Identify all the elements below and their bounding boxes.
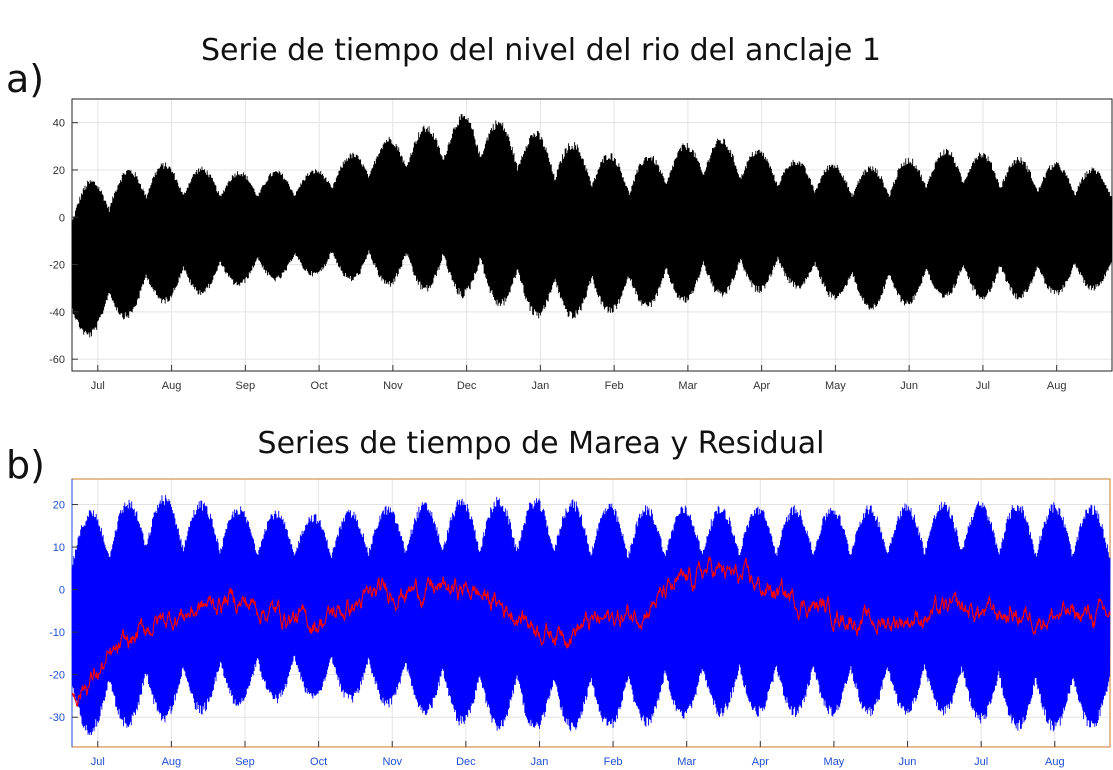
y-tick-label: 0 (59, 585, 65, 597)
y-tick-label: 40 (53, 118, 65, 130)
panel-b-residual-series (71, 556, 1111, 708)
y-tick-label: -20 (49, 670, 65, 682)
panel-b-tide-series (71, 495, 1111, 736)
x-tick-label: Oct (310, 756, 327, 768)
x-tick-label: Feb (605, 380, 624, 392)
x-tick-label: Sep (236, 380, 256, 392)
panel-b-y-ticks: -30 -20 -10 0 10 20 (49, 500, 78, 724)
panel-b-title: Series de tiempo de Marea y Residual (258, 426, 825, 461)
x-tick-label: Mar (678, 380, 697, 392)
x-tick-label: Apr (752, 756, 769, 768)
x-tick-label: Jul (91, 756, 105, 768)
y-tick-label: -10 (49, 627, 65, 639)
panel-b: b) Series de tiempo de Marea y Residual … (6, 426, 1111, 768)
x-tick-label: Apr (753, 380, 770, 392)
y-tick-label: -60 (49, 354, 65, 366)
x-tick-label: Nov (383, 380, 403, 392)
panel-a-label: a) (6, 57, 44, 101)
x-tick-label: Dec (456, 756, 476, 768)
x-tick-label: May (824, 756, 845, 768)
x-tick-label: Aug (1045, 756, 1065, 768)
panel-a-x-ticks: Jul Aug Sep Oct Nov Dec Jan Feb Mar Apr May Jun Jul A… (91, 365, 1067, 392)
panel-a: a) Serie de tiempo del nivel del rio del… (6, 33, 1113, 392)
x-tick-label: Jun (899, 756, 917, 768)
y-tick-label: 0 (59, 212, 65, 224)
panel-a-river-level-series (71, 114, 1113, 338)
x-tick-label: Jan (531, 756, 549, 768)
y-tick-label: -40 (49, 307, 65, 319)
y-tick-label: 20 (53, 165, 65, 177)
x-tick-label: Aug (162, 380, 182, 392)
y-tick-label: 20 (53, 500, 65, 512)
panel-b-x-ticks: Jul Aug Sep Oct Nov Dec Jan Feb Mar Apr May Jun Jul A… (91, 741, 1065, 768)
y-tick-label: -30 (49, 712, 65, 724)
x-tick-label: Jul (976, 380, 990, 392)
x-tick-label: Dec (457, 380, 477, 392)
x-tick-label: Jul (91, 380, 105, 392)
x-tick-label: Feb (604, 756, 623, 768)
panel-a-y-ticks: -60 -40 -20 0 20 40 (49, 118, 78, 366)
x-tick-label: Mar (677, 756, 696, 768)
y-tick-label: -20 (49, 260, 65, 272)
x-tick-label: May (825, 380, 846, 392)
x-tick-label: Aug (1047, 380, 1067, 392)
x-tick-label: Nov (382, 756, 402, 768)
x-tick-label: Jul (974, 756, 988, 768)
y-tick-label: 10 (53, 542, 65, 554)
panel-a-title: Serie de tiempo del nivel del rio del an… (201, 33, 881, 68)
x-tick-label: Aug (162, 756, 182, 768)
x-tick-label: Jan (531, 380, 549, 392)
x-tick-label: Jun (900, 380, 918, 392)
panel-b-label: b) (6, 443, 45, 487)
x-tick-label: Sep (235, 756, 255, 768)
x-tick-label: Oct (311, 380, 328, 392)
